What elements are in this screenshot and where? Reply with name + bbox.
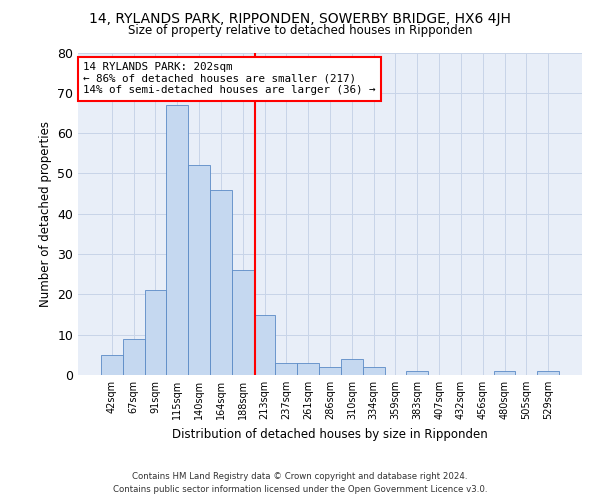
Bar [275,363,297,375]
X-axis label: Distribution of detached houses by size in Ripponden: Distribution of detached houses by size … [172,428,488,440]
Text: 14 RYLANDS PARK: 202sqm
← 86% of detached houses are smaller (217)
14% of semi-d: 14 RYLANDS PARK: 202sqm ← 86% of detache… [83,62,376,96]
Bar [254,314,275,375]
Bar [210,190,232,375]
Bar [494,371,515,375]
Text: 14, RYLANDS PARK, RIPPONDEN, SOWERBY BRIDGE, HX6 4JH: 14, RYLANDS PARK, RIPPONDEN, SOWERBY BRI… [89,12,511,26]
Bar [319,367,341,375]
Bar [123,338,145,375]
Bar [297,363,319,375]
Bar [363,367,385,375]
Bar [166,105,188,375]
Text: Contains HM Land Registry data © Crown copyright and database right 2024.
Contai: Contains HM Land Registry data © Crown c… [113,472,487,494]
Bar [537,371,559,375]
Bar [145,290,166,375]
Bar [406,371,428,375]
Bar [188,166,210,375]
Text: Size of property relative to detached houses in Ripponden: Size of property relative to detached ho… [128,24,472,37]
Bar [341,359,363,375]
Bar [101,355,123,375]
Y-axis label: Number of detached properties: Number of detached properties [38,120,52,306]
Bar [232,270,254,375]
